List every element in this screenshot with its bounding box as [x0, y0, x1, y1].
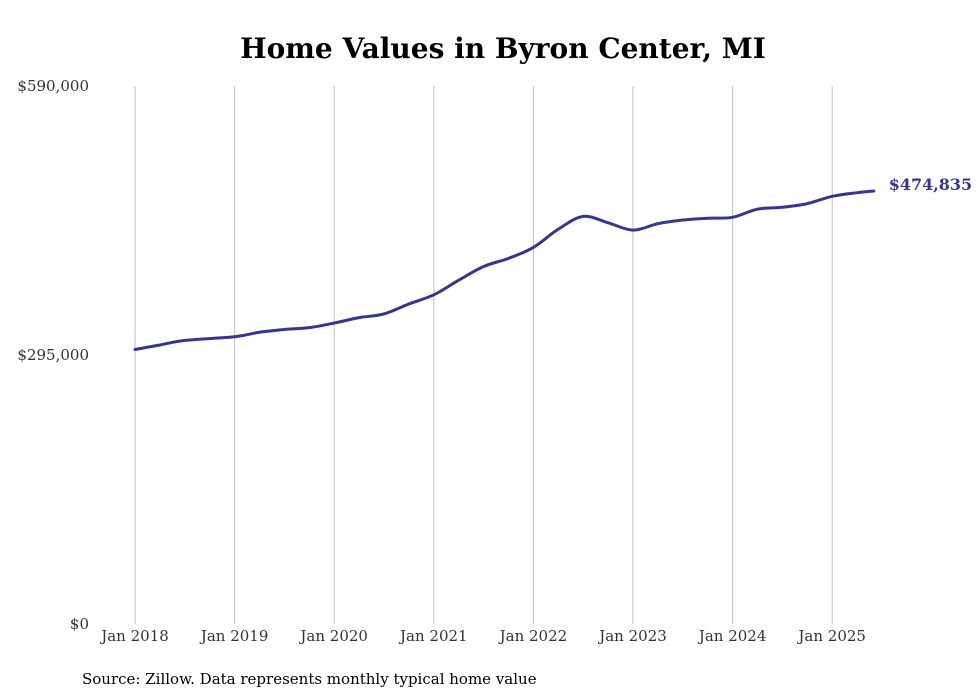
- series-line: [133, 189, 876, 352]
- end-value-label: $474,835: [889, 175, 973, 194]
- x-tick-label: Jan 2021: [398, 627, 468, 645]
- y-axis: $0 $295,000 $590,000: [17, 77, 89, 633]
- source-note: Source: Zillow. Data represents monthly …: [82, 670, 537, 688]
- y-tick-label: $0: [70, 615, 89, 633]
- x-gridlines: [134, 86, 833, 624]
- y-tick-label: $590,000: [17, 77, 89, 95]
- x-tick-label: Jan 2025: [796, 627, 866, 645]
- y-tick-label: $295,000: [17, 346, 89, 364]
- x-tick-label: Jan 2024: [697, 627, 767, 645]
- x-tick-label: Jan 2019: [199, 627, 269, 645]
- x-tick-label: Jan 2022: [498, 627, 568, 645]
- x-tick-label: Jan 2020: [298, 627, 368, 645]
- x-tick-label: Jan 2018: [99, 627, 169, 645]
- x-axis: Jan 2018 Jan 2019 Jan 2020 Jan 2021 Jan 2022…: [99, 627, 866, 645]
- chart-title: Home Values in Byron Center, MI: [240, 32, 766, 65]
- x-tick-label: Jan 2023: [597, 627, 667, 645]
